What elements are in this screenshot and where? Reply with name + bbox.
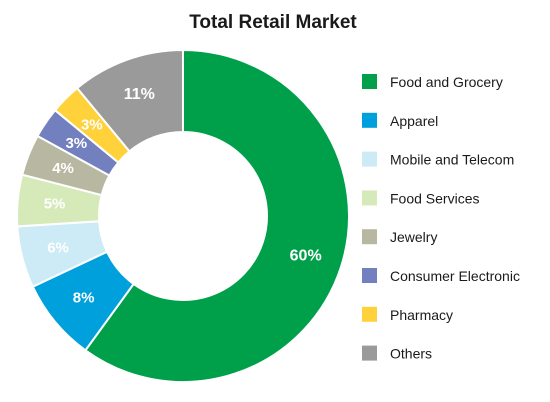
legend-label: Mobile and Telecom xyxy=(390,152,514,168)
slice-label-jewelry: 4% xyxy=(52,160,74,177)
slice-label-apparel: 8% xyxy=(73,290,95,307)
legend-swatch xyxy=(362,151,377,167)
legend-swatch xyxy=(362,268,377,283)
legend: Food and Grocery Apparel Mobile and Teleco… xyxy=(362,74,520,362)
donut-slices xyxy=(16,48,350,383)
slice-label-pharmacy: 3% xyxy=(81,116,103,133)
legend-label: Apparel xyxy=(390,113,438,129)
slice-labels: 60% 8% 6% 5% 4% 3% 3% 11% xyxy=(44,86,322,307)
slice-food-and-grocery xyxy=(84,48,350,383)
legend-swatch xyxy=(362,74,377,89)
legend-item-food-services: Food Services xyxy=(362,190,479,206)
legend-swatch xyxy=(362,345,377,361)
legend-label: Jewelry xyxy=(390,229,437,245)
slice-label-others: 11% xyxy=(124,86,155,103)
legend-item-consumer-electronic: Consumer Electronic xyxy=(362,268,520,284)
slice-label-consumer-electronic: 3% xyxy=(65,135,87,152)
legend-swatch xyxy=(362,306,377,322)
legend-swatch xyxy=(362,229,377,245)
legend-item-jewelry: Jewelry xyxy=(362,229,437,245)
legend-label: Food Services xyxy=(390,190,479,206)
slice-others xyxy=(75,48,184,153)
legend-label: Food and Grocery xyxy=(390,74,503,90)
slice-label-food-and-grocery: 60% xyxy=(290,247,322,264)
chart-title: Total Retail Market xyxy=(189,12,357,33)
slice-label-food-services: 5% xyxy=(44,195,66,212)
legend-item-food-and-grocery: Food and Grocery xyxy=(362,74,503,90)
legend-label: Others xyxy=(390,346,432,362)
legend-item-apparel: Apparel xyxy=(362,112,438,129)
legend-label: Consumer Electronic xyxy=(390,268,520,284)
legend-item-others: Others xyxy=(362,345,432,362)
legend-item-pharmacy: Pharmacy xyxy=(362,306,453,323)
slice-label-mobile-and-telecom: 6% xyxy=(47,240,69,257)
legend-label: Pharmacy xyxy=(390,307,453,323)
legend-item-mobile-and-telecom: Mobile and Telecom xyxy=(362,151,514,168)
legend-swatch xyxy=(362,112,377,128)
legend-swatch xyxy=(362,190,377,206)
